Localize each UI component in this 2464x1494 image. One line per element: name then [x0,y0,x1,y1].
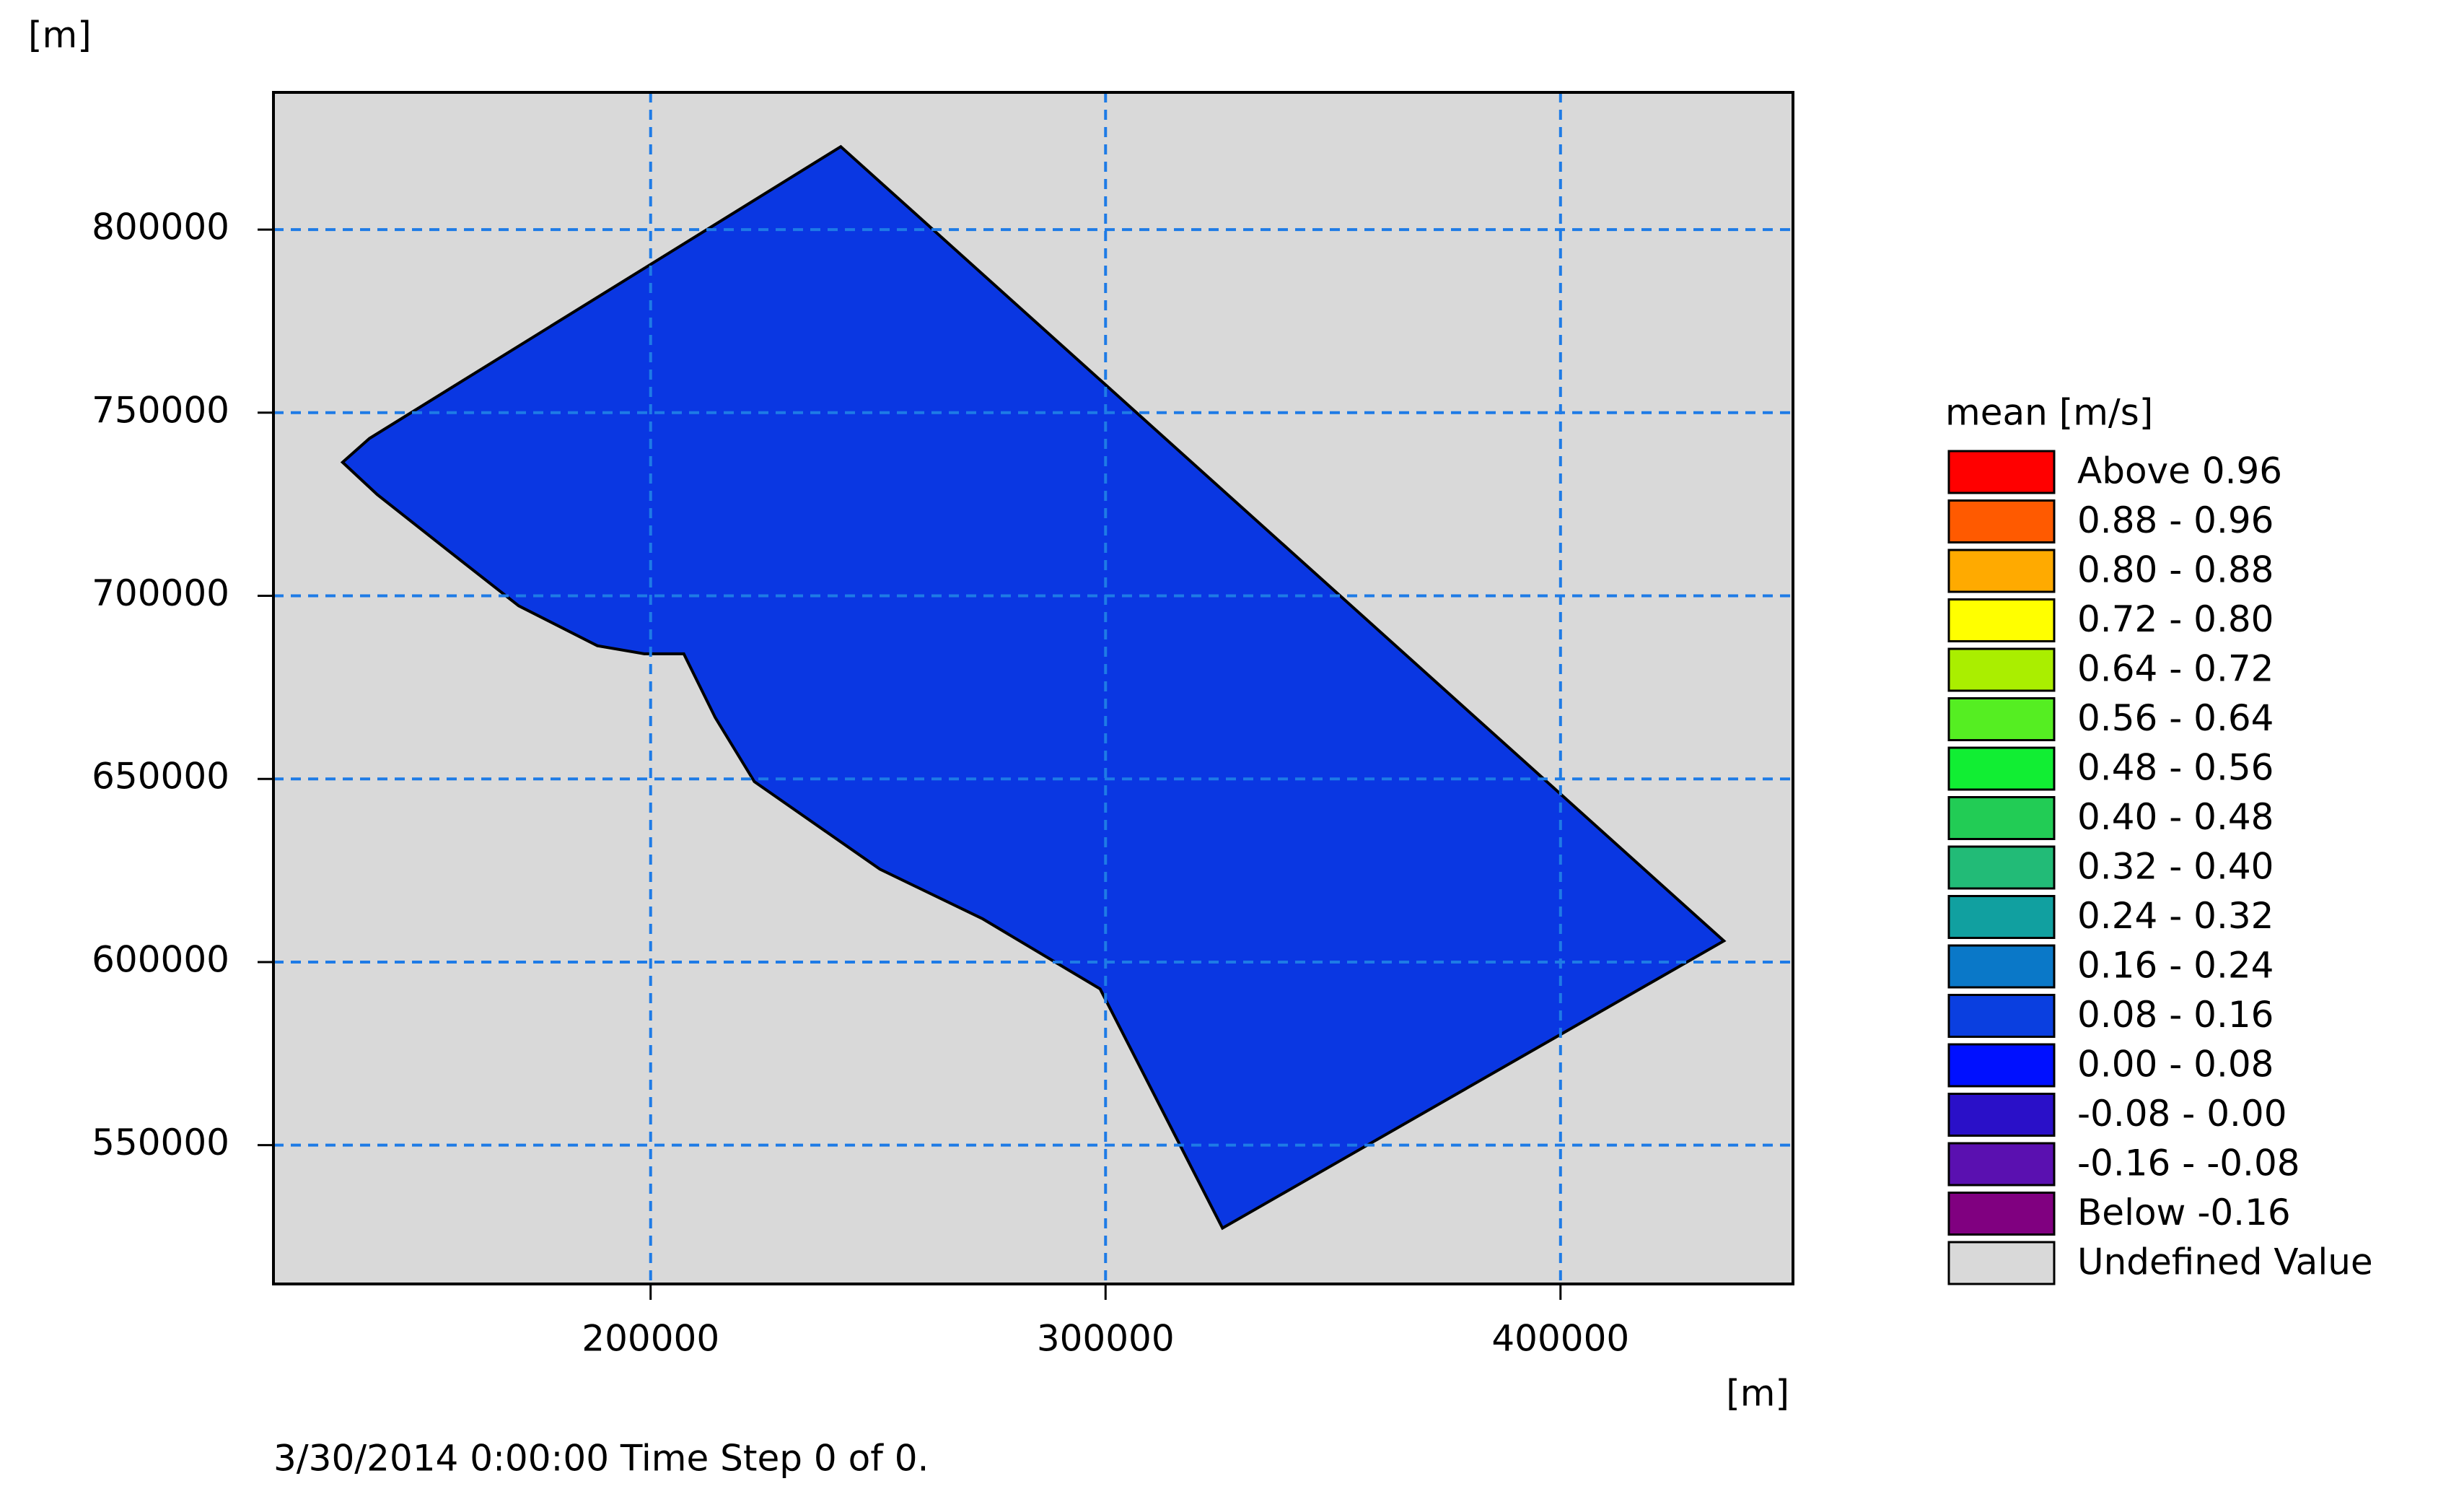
x-tick-label: 300000 [1037,1318,1175,1360]
legend-label: 0.64 - 0.72 [2077,648,2274,690]
legend-label: 0.72 - 0.80 [2077,598,2274,640]
legend-swatch [1947,1241,2056,1285]
y-tick-label: 750000 [92,389,229,431]
y-tick-label: 800000 [92,206,229,248]
x-unit: [m] [1726,1373,1789,1415]
legend-label: 0.24 - 0.32 [2077,895,2274,937]
y-tick-label: 600000 [92,938,229,980]
x-tick-label: 200000 [582,1318,719,1360]
plot-frame [272,91,1794,1285]
x-tick-label: 400000 [1491,1318,1629,1360]
legend-swatch [1947,598,2056,642]
legend-label: 0.56 - 0.64 [2077,697,2274,739]
legend-label: 0.08 - 0.16 [2077,994,2274,1036]
legend-swatch [1947,944,2056,989]
legend-swatch [1947,895,2056,939]
legend-swatch [1947,450,2056,494]
legend-swatch [1947,1192,2056,1236]
legend-label: -0.08 - 0.00 [2077,1093,2287,1135]
legend-label: 0.40 - 0.48 [2077,796,2274,838]
legend-label: 0.16 - 0.24 [2077,945,2274,987]
legend-swatch [1947,845,2056,890]
legend-label: 0.88 - 0.96 [2077,499,2274,541]
y-tick-label: 700000 [92,572,229,614]
legend-swatch [1947,697,2056,741]
footer: 3/30/2014 0:00:00 Time Step 0 of 0. [273,1438,929,1480]
legend-label: 0.80 - 0.88 [2077,549,2274,591]
legend-label: Above 0.96 [2077,450,2282,492]
legend-swatch [1947,1043,2056,1088]
legend-label: -0.16 - -0.08 [2077,1143,2300,1184]
legend-label: Undefined Value [2077,1241,2373,1283]
legend-swatch [1947,549,2056,593]
legend-swatch [1947,746,2056,791]
legend-swatch [1947,796,2056,840]
legend-label: 0.48 - 0.56 [2077,747,2274,789]
legend-swatch [1947,1093,2056,1137]
legend-label: 0.00 - 0.08 [2077,1044,2274,1085]
legend-swatch [1947,647,2056,692]
legend-title: mean [m/s] [1945,392,2153,434]
legend-label: Below -0.16 [2077,1192,2291,1233]
model-domain [340,144,1727,1231]
y-unit: [m] [28,14,92,56]
y-tick-label: 550000 [92,1122,229,1163]
legend-label: 0.32 - 0.40 [2077,846,2274,888]
legend-swatch [1947,499,2056,543]
y-tick-label: 650000 [92,756,229,798]
legend-swatch [1947,994,2056,1038]
legend-swatch [1947,1142,2056,1187]
